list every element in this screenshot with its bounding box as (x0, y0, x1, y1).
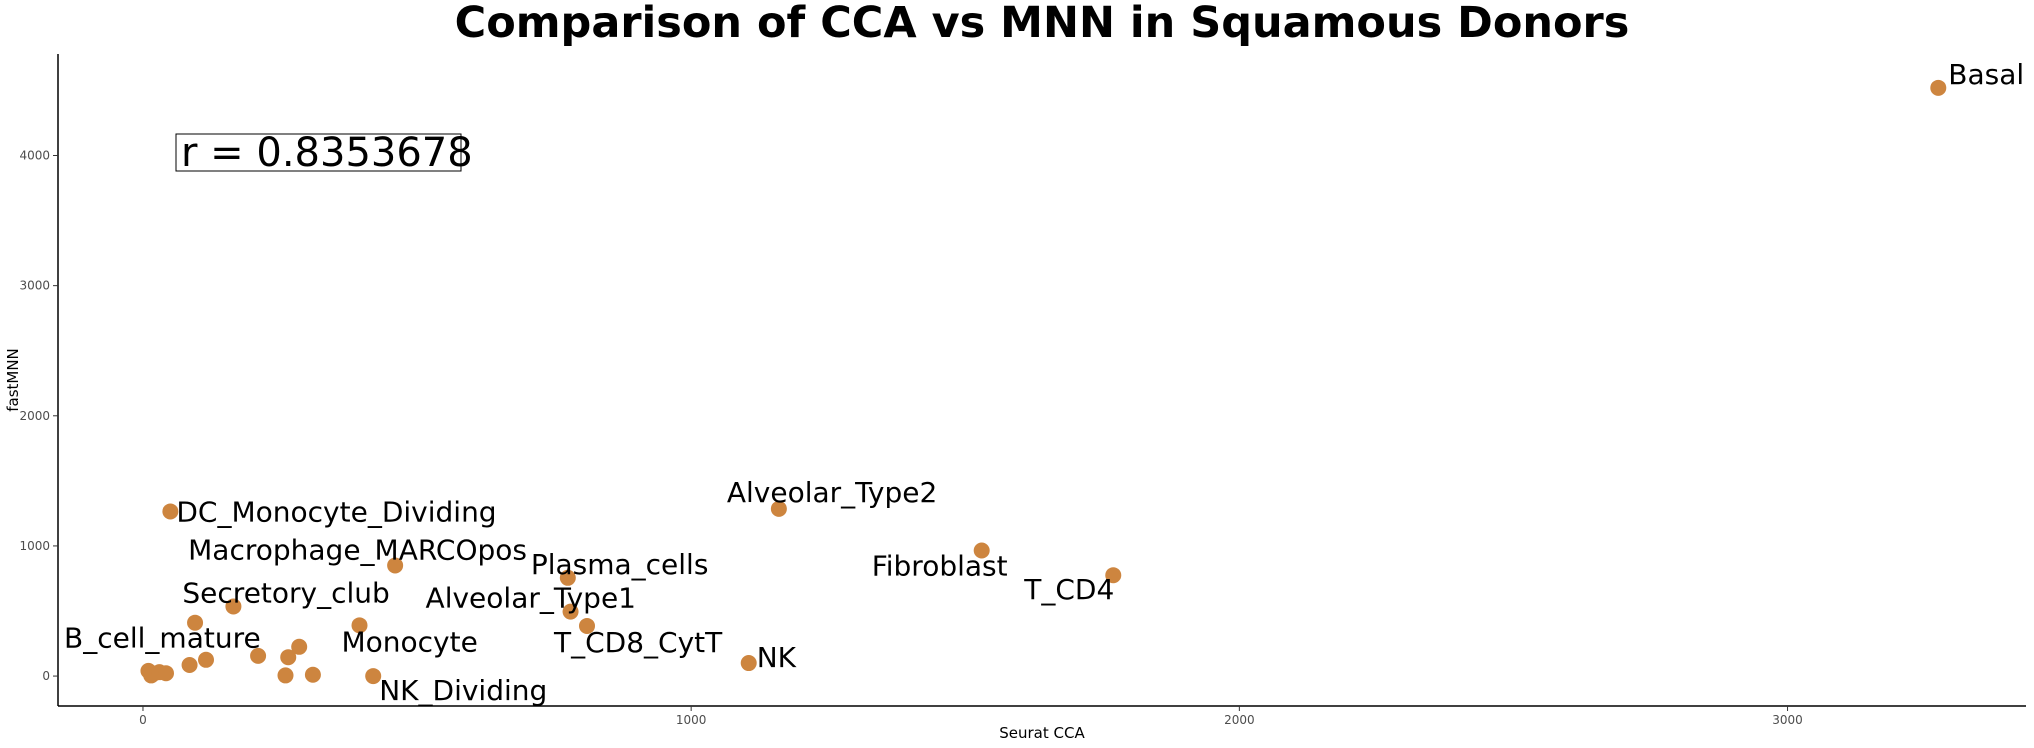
annotation-box (175, 133, 462, 172)
point-label: Basal (1948, 58, 2024, 91)
point-label: T_CD8_CytT (553, 626, 723, 659)
y-tick-label: 2000 (19, 409, 50, 423)
x-tick-label: 2000 (1224, 713, 1255, 727)
point-label: Secretory_club (182, 576, 389, 609)
data-point (1105, 567, 1122, 584)
data-point (579, 617, 596, 634)
data-point (304, 666, 321, 683)
data-point (387, 557, 404, 574)
data-point (187, 614, 204, 631)
data-point (162, 503, 179, 520)
data-point (198, 651, 215, 668)
data-point (770, 500, 787, 517)
point-label: Monocyte (342, 625, 478, 658)
data-point (562, 603, 579, 620)
data-point (181, 657, 198, 674)
point-label: Macrophage_MARCOpos (188, 533, 527, 566)
data-point (225, 598, 242, 615)
point-label: Plasma_cells (531, 548, 709, 581)
point-label: DC_Monocyte_Dividing (176, 495, 496, 528)
data-point (291, 638, 308, 655)
point-label: B_cell_mature (64, 622, 261, 655)
x-tick-label: 1000 (676, 713, 707, 727)
data-point (973, 542, 990, 559)
y-tick-label: 1000 (19, 539, 50, 553)
x-tick-label: 0 (139, 713, 147, 727)
data-point (1930, 79, 1947, 96)
data-point (277, 667, 294, 684)
point-labels: Basal DC_Monocyte_Dividing Alveolar_Type2 M… (64, 58, 2024, 707)
point-label: NK (757, 641, 797, 674)
point-label: Alveolar_Type1 (426, 582, 636, 615)
data-point (365, 668, 382, 685)
data-point (157, 665, 174, 682)
chart-title: Comparison of CCA vs MNN in Squamous Don… (455, 0, 1630, 48)
data-point (740, 655, 757, 672)
x-tick-label: 3000 (1772, 713, 1803, 727)
point-label: NK_Dividing (379, 674, 547, 707)
data-point (250, 647, 267, 664)
y-tick-label: 0 (42, 669, 50, 683)
correlation-annotation: r = 0.8353678 (175, 130, 473, 176)
point-label: T_CD4 (1023, 573, 1114, 606)
data-point (280, 649, 297, 666)
y-tick-label: 3000 (19, 279, 50, 293)
data-point (559, 569, 576, 586)
axis-ticks: 0 1000 2000 3000 0 1000 2000 3000 4000 (19, 149, 1802, 727)
data-points (140, 79, 1947, 685)
x-axis-title: Seurat CCA (999, 724, 1085, 742)
data-point (351, 617, 368, 634)
y-tick-label: 4000 (19, 149, 50, 163)
point-label: Fibroblast (872, 549, 1008, 582)
y-axis-title: fastMNN (4, 348, 22, 412)
point-label: Alveolar_Type2 (727, 476, 937, 509)
annotation-text: r = 0.8353678 (181, 130, 473, 176)
